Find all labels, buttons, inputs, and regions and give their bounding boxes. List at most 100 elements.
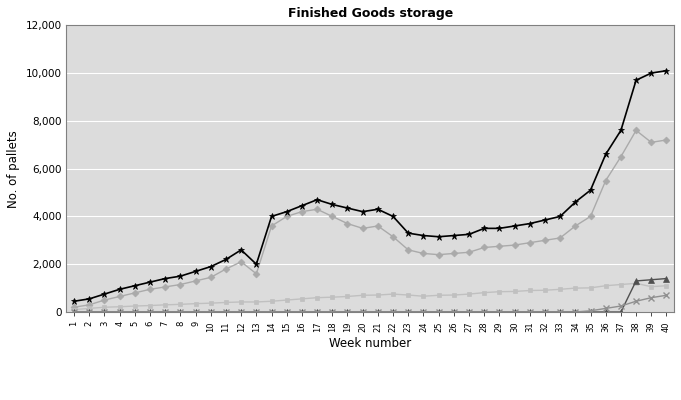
C2 [556,287,565,292]
C3 [495,310,503,314]
C3 [131,310,139,314]
C4 [100,310,108,314]
Total FG [404,231,412,236]
Title: Finished Goods storage: Finished Goods storage [287,7,453,20]
C2 [222,300,230,305]
C2 [601,283,609,288]
C4 [359,310,367,314]
C4 [434,310,443,314]
C1 [85,302,93,307]
Total FG [465,232,473,237]
C2 [465,292,473,296]
C1 [617,154,625,159]
C1 [480,245,488,250]
C3 [480,310,488,314]
Total FG [434,234,443,239]
Total FG [647,71,655,76]
C1 [663,138,671,142]
C3 [434,310,443,314]
C4 [237,310,245,314]
C4 [283,310,291,314]
Line: C2: C2 [72,281,669,312]
C4 [419,310,428,314]
Total FG [449,233,458,238]
C3 [85,310,93,314]
Total FG [191,269,200,274]
C3 [465,310,473,314]
C4 [571,310,580,314]
Total FG [419,233,428,238]
C4 [556,310,565,314]
C3 [511,310,519,314]
C4 [404,310,412,314]
C4 [328,310,336,314]
C2 [617,282,625,287]
C2 [434,293,443,298]
C3 [191,310,200,314]
C2 [663,283,671,288]
C3 [449,310,458,314]
C1 [268,224,276,228]
C1 [207,275,215,280]
C1 [283,214,291,219]
Total FG [541,218,549,222]
C3 [116,310,124,314]
C4 [511,310,519,314]
C1 [465,250,473,255]
C4 [480,310,488,314]
Total FG [632,78,640,83]
C1 [495,244,503,249]
C4 [131,310,139,314]
C2 [131,304,139,308]
C1 [146,287,154,292]
Line: Total FG: Total FG [71,67,670,305]
Y-axis label: No. of pallets: No. of pallets [7,130,20,208]
C2 [313,295,321,300]
C2 [526,288,534,293]
C4 [586,308,595,313]
C3 [647,277,655,282]
C4 [617,304,625,308]
C3 [526,310,534,314]
C2 [359,293,367,298]
C1 [419,251,428,256]
Total FG [237,248,245,252]
C1 [511,243,519,248]
C4 [465,310,473,314]
C2 [541,288,549,293]
C1 [449,251,458,256]
C1 [328,214,336,219]
C3 [586,310,595,314]
C4 [374,310,382,314]
C3 [541,310,549,314]
C3 [207,310,215,314]
Total FG [663,68,671,73]
C1 [116,294,124,299]
C1 [359,226,367,231]
Total FG [617,128,625,133]
C1 [100,298,108,302]
Line: C4: C4 [72,292,669,315]
C4 [495,310,503,314]
C1 [222,266,230,271]
C3 [663,276,671,281]
Total FG [526,221,534,226]
C2 [161,302,170,307]
Total FG [495,226,503,231]
Total FG [283,209,291,214]
C4 [252,310,260,314]
C4 [526,310,534,314]
C3 [571,310,580,314]
C4 [85,310,93,314]
Total FG [586,188,595,192]
C3 [100,310,108,314]
C3 [374,310,382,314]
C2 [268,299,276,304]
C2 [116,304,124,309]
C3 [404,310,412,314]
Total FG [480,226,488,231]
C3 [313,310,321,314]
Total FG [70,299,78,304]
C1 [70,305,78,310]
C2 [632,281,640,286]
